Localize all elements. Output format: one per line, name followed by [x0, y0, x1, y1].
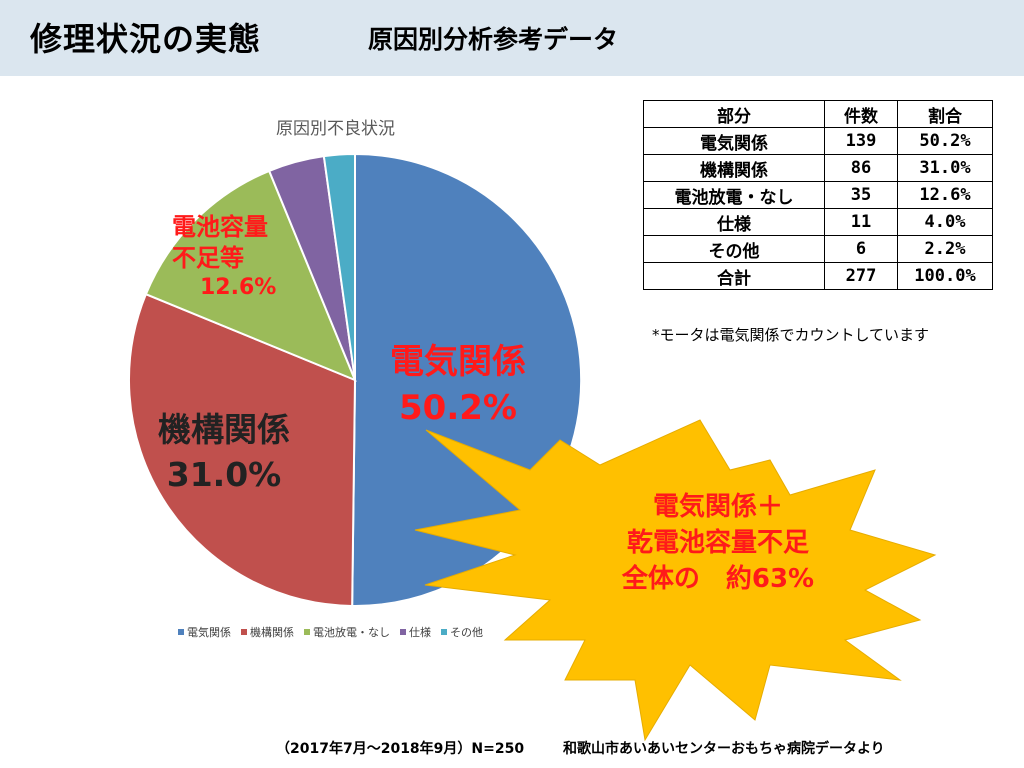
- table-header-row: 部分 件数 割合: [643, 100, 993, 128]
- legend-label: 機構関係: [250, 626, 294, 639]
- legend-label: 電気関係: [187, 626, 231, 639]
- table-cell: 2.2%: [897, 235, 993, 263]
- burst-line2: 乾電池容量不足: [626, 527, 809, 558]
- pie-slice-kiko: [128, 292, 357, 607]
- table-cell: 12.6%: [897, 181, 993, 209]
- table-cell: 機構関係: [643, 154, 825, 182]
- table-cell: 277: [824, 262, 898, 290]
- table-cell: 4.0%: [897, 208, 993, 236]
- legend-item: 電池放電・なし: [304, 624, 390, 640]
- legend-label: 電池放電・なし: [313, 626, 390, 639]
- table-cell: 100.0%: [897, 262, 993, 290]
- table-row: 機構関係 86 31.0%: [643, 154, 993, 182]
- table-row: 仕様 11 4.0%: [643, 208, 993, 236]
- table-cell: 電池放電・なし: [643, 181, 825, 209]
- legend-swatch: [241, 629, 247, 635]
- legend-item: その他: [441, 624, 483, 640]
- legend-label: その他: [450, 626, 483, 639]
- slice-label-denki-pct: 50.2%: [399, 387, 517, 428]
- table-row: その他 6 2.2%: [643, 235, 993, 263]
- burst-line1: 電気関係＋: [652, 492, 783, 522]
- table-total-row: 合計 277 100.0%: [643, 262, 993, 290]
- page-subtitle: 原因別分析参考データ: [368, 25, 619, 54]
- slice-label-battery-line2: 不足等: [172, 244, 244, 273]
- footer: （2017年7月～2018年9月）N=250 和歌山市あいあいセンターおもちゃ病…: [276, 738, 885, 758]
- starburst-callout: [414, 419, 937, 742]
- table-cell: 35: [824, 181, 898, 209]
- chart-title: 原因別不良状況: [276, 119, 395, 139]
- legend-swatch: [304, 629, 310, 635]
- table-header: 件数: [824, 100, 898, 128]
- table-row: 電池放電・なし 35 12.6%: [643, 181, 993, 209]
- legend-swatch: [178, 629, 184, 635]
- pie-slice-other: [322, 152, 356, 381]
- pie-slice-battery: [144, 169, 357, 382]
- table-cell: 31.0%: [897, 154, 993, 182]
- slice-label-battery: 電池容量 不足等 12.6%: [172, 212, 276, 303]
- slice-label-kiko-name: 機構関係: [158, 410, 290, 449]
- page-title: 修理状況の実態: [30, 20, 262, 58]
- footer-period: （2017年7月～2018年9月）N=250: [276, 741, 525, 757]
- slice-label-kiko-pct: 31.0%: [166, 454, 282, 494]
- slice-label-denki: 電気関係 50.2%: [390, 340, 526, 432]
- burst-callout-text: 電気関係＋ 乾電池容量不足 全体の 約63%: [548, 490, 888, 598]
- motor-note: *モータは電気関係でカウントしています: [652, 326, 930, 344]
- slice-label-battery-pct: 12.6%: [200, 275, 277, 301]
- table-cell: 50.2%: [897, 127, 993, 155]
- slice-label-battery-line1: 電池容量: [172, 213, 268, 241]
- table-header: 部分: [643, 100, 825, 128]
- footer-source: 和歌山市あいあいセンターおもちゃ病院データより: [562, 741, 885, 757]
- table-cell: 86: [824, 154, 898, 182]
- table-row: 電気関係 139 50.2%: [643, 127, 993, 155]
- header-bar: 修理状況の実態 原因別分析参考データ: [0, 0, 1024, 76]
- table-cell: 6: [824, 235, 898, 263]
- legend-item: 電気関係: [178, 624, 231, 640]
- legend-swatch: [441, 629, 447, 635]
- legend-item: 仕様: [400, 624, 431, 640]
- legend-item: 機構関係: [241, 624, 294, 640]
- table-cell: 11: [824, 208, 898, 236]
- table-cell: その他: [643, 235, 825, 263]
- pie-slices: [128, 152, 583, 607]
- chart-legend: 電気関係 機構関係 電池放電・なし 仕様 その他: [178, 624, 483, 640]
- legend-swatch: [400, 629, 406, 635]
- table-cell: 合計: [643, 262, 825, 290]
- slice-label-kiko: 機構関係 31.0%: [158, 408, 290, 497]
- table-cell: 電気関係: [643, 127, 825, 155]
- slice-label-denki-name: 電気関係: [390, 342, 526, 382]
- burst-line3: 全体の 約63%: [621, 563, 815, 594]
- summary-table: 部分 件数 割合 電気関係 139 50.2% 機構関係 86 31.0% 電池…: [643, 100, 993, 290]
- table-header: 割合: [897, 100, 993, 128]
- table-cell: 仕様: [643, 208, 825, 236]
- table-cell: 139: [824, 127, 898, 155]
- legend-label: 仕様: [409, 626, 431, 639]
